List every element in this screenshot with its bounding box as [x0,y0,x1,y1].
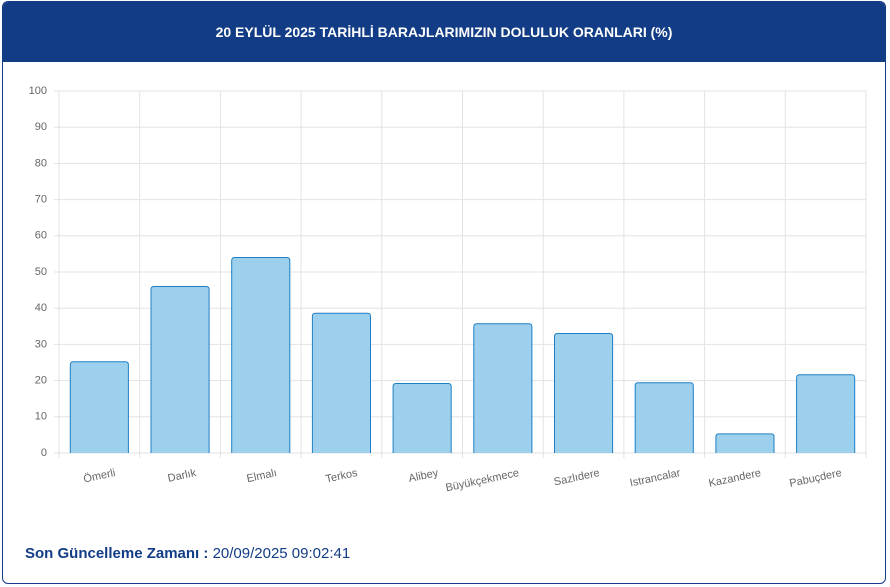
bar [634,382,694,453]
x-tick-label: Darlık [167,467,198,485]
footer: Son Güncelleme Zamanı : 20/09/2025 09:02… [25,545,350,562]
y-tick-label: 70 [35,194,47,206]
footer-value: 20/09/2025 09:02:41 [212,545,351,562]
y-tick-label: 30 [35,338,47,350]
x-tick-label: Büyükçekmece [445,467,520,494]
x-tick-label: Terkos [324,467,359,486]
bar [150,285,210,453]
x-tick-label: Sazlıdere [553,467,601,488]
bar [473,323,533,453]
bar [231,257,291,453]
x-tick-label: Alibey [408,467,440,485]
bar [69,361,129,453]
chart-title: 20 EYLÜL 2025 TARİHLİ BARAJLARIMIZIN DOL… [3,2,885,62]
y-tick-label: 0 [41,447,47,459]
bar [553,333,614,453]
y-tick-label: 10 [35,411,47,423]
bar [796,374,856,453]
y-tick-label: 80 [35,157,47,169]
y-tick-label: 90 [35,121,47,133]
bar [311,312,372,453]
bar [715,433,775,453]
y-tick-label: 60 [35,230,47,242]
y-tick-label: 40 [35,302,47,314]
footer-label: Son Güncelleme Zamanı : [25,545,209,562]
x-tick-label: Istrancalar [629,467,682,489]
x-tick-label: Elmalı [246,467,278,485]
y-tick-label: 20 [35,375,47,387]
y-tick-label: 50 [35,266,47,278]
x-tick-label: Ömerli [82,467,116,485]
bar [392,382,452,453]
x-tick-label: Kazandere [708,467,763,490]
x-tick-label: Pabuçdere [788,467,843,490]
y-tick-label: 100 [29,85,47,97]
